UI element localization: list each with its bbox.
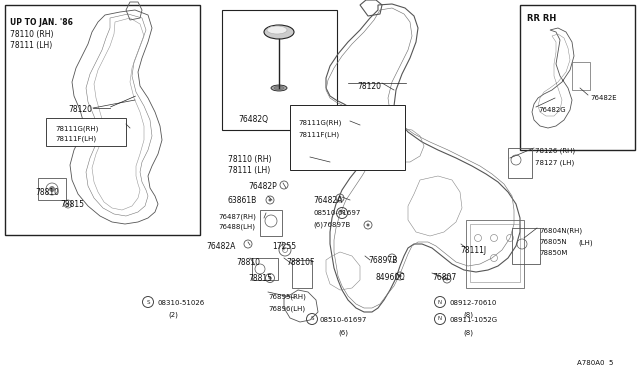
Text: UP TO JAN. '86: UP TO JAN. '86 bbox=[10, 18, 73, 27]
Bar bbox=[46, 118, 126, 146]
Text: S: S bbox=[147, 299, 150, 305]
Text: (8): (8) bbox=[463, 312, 473, 318]
Circle shape bbox=[67, 202, 70, 205]
Text: 76896(LH): 76896(LH) bbox=[268, 305, 305, 311]
Bar bbox=[572, 62, 590, 90]
Text: 78850M: 78850M bbox=[539, 250, 568, 256]
Text: S: S bbox=[310, 317, 314, 321]
Circle shape bbox=[399, 275, 401, 278]
Text: 78111F(LH): 78111F(LH) bbox=[55, 136, 96, 142]
Bar bbox=[252, 258, 278, 280]
Circle shape bbox=[269, 276, 271, 279]
Text: 76897B: 76897B bbox=[368, 256, 397, 265]
Text: 76482Q: 76482Q bbox=[238, 115, 268, 124]
Text: 78111 (LH): 78111 (LH) bbox=[10, 41, 52, 50]
Text: 76482A: 76482A bbox=[313, 196, 342, 205]
Ellipse shape bbox=[271, 85, 287, 91]
Bar bbox=[466, 220, 524, 288]
Text: 78110 (RH): 78110 (RH) bbox=[10, 30, 54, 39]
Text: 76804N(RH): 76804N(RH) bbox=[539, 228, 582, 234]
Text: 78810: 78810 bbox=[35, 188, 59, 197]
Text: 76482P: 76482P bbox=[248, 182, 276, 191]
Text: A780A0  5: A780A0 5 bbox=[577, 360, 613, 366]
Text: 76487(RH): 76487(RH) bbox=[218, 213, 256, 219]
Text: (6)76897B: (6)76897B bbox=[313, 221, 350, 228]
Text: 78127 (LH): 78127 (LH) bbox=[535, 159, 574, 166]
Text: 78120: 78120 bbox=[68, 105, 92, 114]
Ellipse shape bbox=[274, 86, 284, 90]
Text: 08510-61697: 08510-61697 bbox=[313, 210, 360, 216]
Text: 78111J: 78111J bbox=[460, 246, 486, 255]
Bar bbox=[508, 148, 532, 178]
Text: 78111F(LH): 78111F(LH) bbox=[298, 131, 339, 138]
Circle shape bbox=[367, 224, 369, 227]
Text: 63861B: 63861B bbox=[228, 196, 257, 205]
Bar bbox=[38, 178, 66, 200]
Text: 78810: 78810 bbox=[236, 258, 260, 267]
Text: 78120: 78120 bbox=[357, 82, 381, 91]
Circle shape bbox=[445, 278, 449, 280]
Ellipse shape bbox=[267, 26, 287, 34]
Text: (6): (6) bbox=[338, 329, 348, 336]
Bar bbox=[260, 210, 282, 236]
Text: 78110 (RH): 78110 (RH) bbox=[228, 155, 271, 164]
Circle shape bbox=[49, 186, 54, 192]
Text: 17255: 17255 bbox=[272, 242, 296, 251]
Text: 76482E: 76482E bbox=[590, 95, 616, 101]
Text: 78111G(RH): 78111G(RH) bbox=[55, 125, 99, 131]
Text: (LH): (LH) bbox=[578, 239, 593, 246]
Bar bbox=[292, 260, 312, 288]
Text: RR RH: RR RH bbox=[527, 14, 556, 23]
Ellipse shape bbox=[264, 25, 294, 39]
Circle shape bbox=[269, 199, 271, 202]
Text: 78126 (RH): 78126 (RH) bbox=[535, 148, 575, 154]
Text: 78810F: 78810F bbox=[286, 258, 314, 267]
Text: S: S bbox=[340, 211, 344, 215]
Bar bbox=[222, 10, 337, 130]
Text: N: N bbox=[438, 299, 442, 305]
Text: 84960C: 84960C bbox=[376, 273, 406, 282]
Text: 76805N: 76805N bbox=[539, 239, 566, 245]
Text: 76895(RH): 76895(RH) bbox=[268, 294, 306, 301]
Text: (8): (8) bbox=[463, 329, 473, 336]
Text: 78111 (LH): 78111 (LH) bbox=[228, 166, 270, 175]
Text: 08510-61697: 08510-61697 bbox=[320, 317, 367, 323]
Bar bbox=[512, 228, 540, 264]
Text: 78815: 78815 bbox=[60, 200, 84, 209]
Bar bbox=[520, 5, 635, 150]
Text: 08912-70610: 08912-70610 bbox=[449, 300, 497, 306]
Text: 08310-51026: 08310-51026 bbox=[157, 300, 204, 306]
Text: 78815: 78815 bbox=[248, 274, 272, 283]
Text: 78111G(RH): 78111G(RH) bbox=[298, 120, 341, 126]
Bar bbox=[5, 5, 200, 235]
Text: 08911-1052G: 08911-1052G bbox=[449, 317, 497, 323]
Bar bbox=[290, 105, 405, 170]
Text: 76488(LH): 76488(LH) bbox=[218, 224, 255, 231]
Text: 76482G: 76482G bbox=[538, 107, 566, 113]
Bar bbox=[470, 224, 520, 282]
Text: N: N bbox=[438, 317, 442, 321]
Text: 76807: 76807 bbox=[432, 273, 456, 282]
Text: 76482A: 76482A bbox=[206, 242, 236, 251]
Text: (2): (2) bbox=[168, 312, 178, 318]
